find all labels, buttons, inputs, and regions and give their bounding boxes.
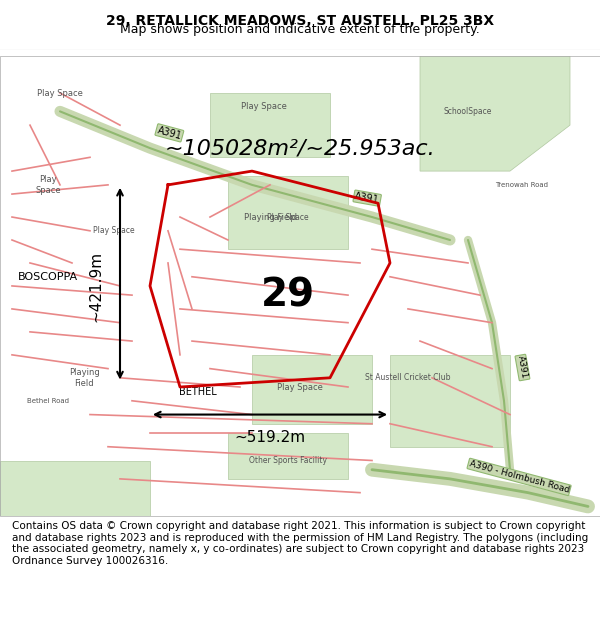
Text: ~421.9m: ~421.9m [89,251,104,321]
Text: A391: A391 [354,191,380,205]
Polygon shape [228,176,348,249]
Text: Map shows position and indicative extent of the property.: Map shows position and indicative extent… [120,23,480,36]
Text: 29: 29 [261,276,315,314]
Text: A391: A391 [156,125,183,141]
Text: St Austell Cricket Club: St Austell Cricket Club [365,373,451,382]
Text: Playing
Field: Playing Field [68,368,100,388]
Text: Trenowah Road: Trenowah Road [496,182,548,188]
Text: Play Space: Play Space [37,89,83,98]
Text: BOSCOPPA: BOSCOPPA [18,272,78,282]
Polygon shape [0,461,150,516]
Polygon shape [390,355,510,447]
Text: BETHEL: BETHEL [179,387,217,397]
Text: Other Sports Facility: Other Sports Facility [249,456,327,465]
Text: ~105028m²/~25.953ac.: ~105028m²/~25.953ac. [164,138,436,158]
Text: A390 - Holmbush Road: A390 - Holmbush Road [468,459,570,494]
Text: Play
Space: Play Space [35,175,61,194]
Text: Play Space: Play Space [277,382,323,391]
Text: Play Space: Play Space [93,226,135,235]
Polygon shape [210,93,330,158]
Polygon shape [228,433,348,479]
Text: Contains OS data © Crown copyright and database right 2021. This information is : Contains OS data © Crown copyright and d… [12,521,588,566]
Text: A391: A391 [516,355,529,380]
Text: SchoolSpace: SchoolSpace [444,107,492,116]
Polygon shape [252,355,372,424]
Polygon shape [420,56,570,171]
Text: ~519.2m: ~519.2m [235,430,305,445]
Text: Play Space: Play Space [241,102,287,111]
Text: 29, RETALLICK MEADOWS, ST AUSTELL, PL25 3BX: 29, RETALLICK MEADOWS, ST AUSTELL, PL25 … [106,14,494,28]
Text: Playing Field: Playing Field [244,213,296,221]
Text: Play Space: Play Space [267,213,309,221]
Text: Bethel Road: Bethel Road [27,398,69,404]
